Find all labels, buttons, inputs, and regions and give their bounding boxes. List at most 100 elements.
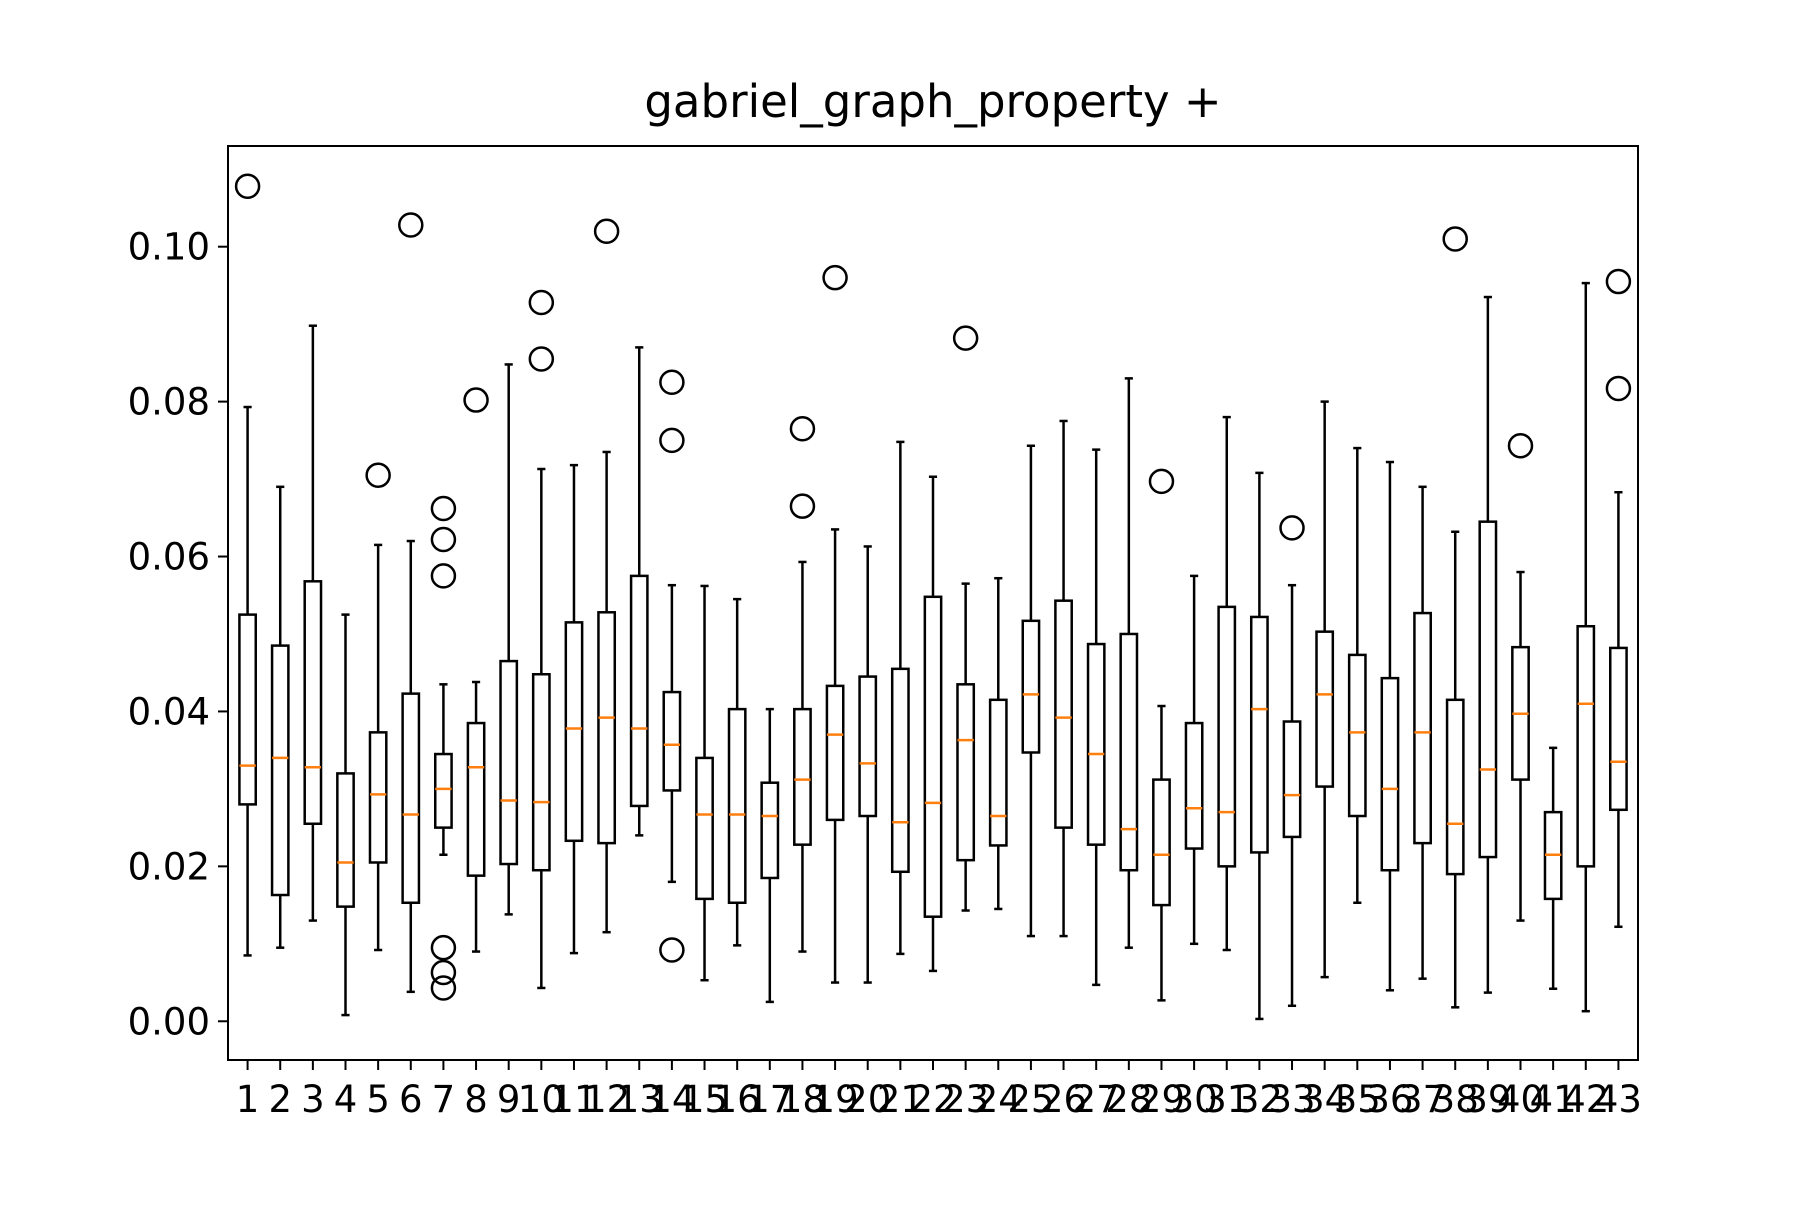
- x-tick-label: 14: [648, 1078, 695, 1121]
- box-iqr: [434, 752, 453, 829]
- box-group: [1347, 446, 1367, 905]
- x-tick-label: 33: [1268, 1078, 1315, 1121]
- x-tick-label: 36: [1366, 1078, 1413, 1121]
- box-group: [398, 212, 424, 994]
- flier-point: [430, 934, 457, 961]
- box-iqr: [629, 574, 649, 808]
- flier-point: [1279, 515, 1305, 541]
- x-tick-label: 13: [616, 1078, 663, 1121]
- plot-frame: [227, 145, 1639, 1061]
- box-group: [1086, 448, 1106, 987]
- box-iqr: [1478, 520, 1498, 859]
- x-tick-label: 12: [583, 1078, 630, 1121]
- box-group: [365, 462, 391, 952]
- flier-point: [952, 325, 979, 351]
- x-tick-label: 7: [432, 1078, 456, 1121]
- y-tick-label: 0.08: [128, 381, 210, 424]
- x-tick-label: 3: [301, 1078, 325, 1121]
- x-tick-label: 35: [1334, 1078, 1381, 1121]
- flier-point: [1148, 468, 1175, 495]
- box-iqr: [1609, 646, 1628, 812]
- x-tick-label: 37: [1399, 1078, 1446, 1121]
- box-iqr: [988, 698, 1008, 847]
- box-iqr: [923, 595, 943, 918]
- box-iqr: [1445, 698, 1465, 876]
- box-iqr: [270, 644, 290, 897]
- box-iqr: [1282, 720, 1302, 839]
- x-tick-label: 15: [681, 1078, 728, 1121]
- box-iqr: [1249, 615, 1269, 854]
- x-tick-label: 41: [1530, 1078, 1577, 1121]
- flier-point: [659, 369, 685, 395]
- flier-point: [593, 218, 620, 244]
- y-tick-label: 0.00: [128, 1000, 210, 1043]
- box-group: [1507, 433, 1534, 922]
- x-tick-label: 11: [550, 1078, 597, 1121]
- x-tick-label: 21: [877, 1078, 924, 1121]
- x-tick-label: 27: [1073, 1078, 1120, 1121]
- x-tick-label: 19: [812, 1078, 859, 1121]
- x-tick-label: 4: [334, 1078, 358, 1121]
- flier-point: [398, 212, 424, 238]
- x-tick-label: 42: [1562, 1078, 1609, 1121]
- box-group: [923, 475, 943, 973]
- box-group: [1279, 515, 1305, 1008]
- box-group: [463, 387, 489, 953]
- box-iqr: [890, 667, 910, 874]
- y-tick-label: 0.02: [128, 845, 210, 888]
- x-tick-label: 43: [1595, 1078, 1642, 1121]
- box-group: [1413, 485, 1432, 980]
- x-tick-label: 25: [1007, 1078, 1054, 1121]
- box-group: [890, 440, 910, 956]
- box-group: [822, 264, 848, 984]
- box-iqr: [499, 659, 519, 866]
- flier-point: [430, 975, 457, 1001]
- flier-point: [659, 937, 685, 963]
- box-group: [564, 463, 584, 955]
- box-group: [1021, 444, 1041, 938]
- box-group: [1054, 419, 1073, 938]
- box-group: [952, 325, 979, 912]
- box-group: [336, 613, 355, 1017]
- box-iqr: [466, 721, 486, 877]
- box-group: [303, 324, 323, 922]
- flier-point: [430, 526, 457, 553]
- box-iqr: [368, 731, 388, 864]
- box-group: [1148, 468, 1175, 1002]
- box-group: [1380, 460, 1400, 992]
- flier-point: [659, 427, 685, 454]
- box-iqr: [727, 707, 747, 905]
- box-group: [1217, 415, 1237, 952]
- flier-point: [528, 346, 555, 372]
- flier-point: [789, 415, 816, 442]
- flier-point: [365, 462, 391, 488]
- y-tick-label: 0.10: [128, 226, 210, 269]
- box-group: [1184, 574, 1204, 946]
- box-iqr: [662, 690, 682, 792]
- x-tick-label: 9: [497, 1078, 521, 1121]
- flier-point: [822, 264, 848, 291]
- x-tick-label: 38: [1432, 1078, 1479, 1121]
- box-group: [234, 173, 261, 957]
- box-iqr: [1021, 619, 1041, 754]
- box-iqr: [238, 613, 257, 806]
- box-group: [629, 346, 649, 837]
- box-iqr: [1380, 676, 1400, 872]
- box-iqr: [564, 621, 584, 843]
- y-tick-label: 0.06: [128, 536, 210, 579]
- box-group: [1119, 377, 1139, 949]
- box-iqr: [956, 683, 976, 862]
- box-group: [593, 218, 620, 934]
- flier-point: [1442, 226, 1468, 252]
- box-group: [695, 584, 714, 982]
- box-group: [1576, 281, 1596, 1013]
- x-tick-label: 32: [1236, 1078, 1283, 1121]
- x-tick-label: 26: [1040, 1078, 1087, 1121]
- flier-point: [1507, 433, 1534, 459]
- x-tick-label: 5: [366, 1078, 390, 1121]
- box-group: [270, 485, 290, 949]
- box-iqr: [401, 692, 421, 905]
- x-tick-label: 40: [1497, 1078, 1544, 1121]
